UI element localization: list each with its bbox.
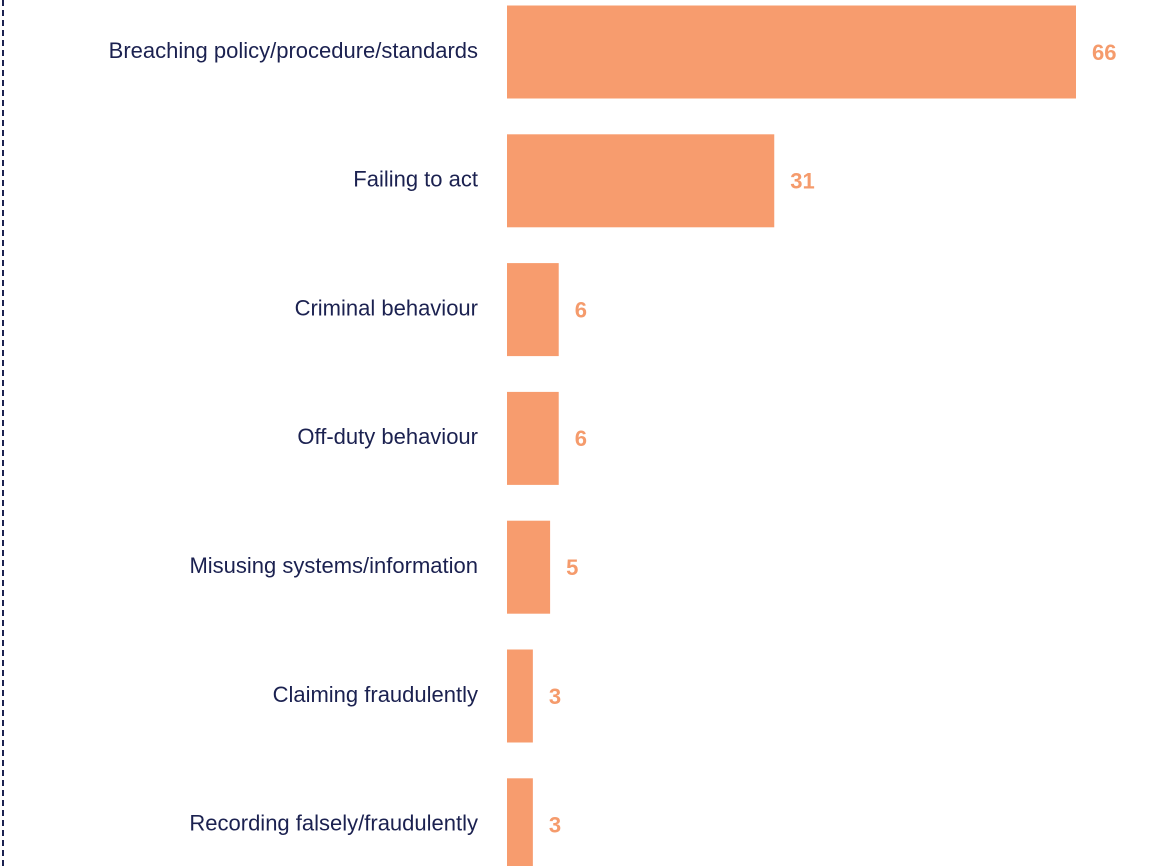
value-label: 3 [549, 684, 561, 709]
bar [507, 5, 1076, 99]
bar [507, 778, 533, 866]
value-label: 6 [575, 426, 587, 451]
category-label: Misusing systems/information [189, 553, 478, 578]
bar [507, 649, 533, 743]
category-label: Claiming fraudulently [273, 682, 478, 707]
value-label: 6 [575, 297, 587, 322]
bar [507, 391, 559, 485]
category-label: Breaching policy/procedure/standards [109, 38, 478, 63]
value-label: 5 [566, 555, 578, 580]
bar [507, 134, 775, 228]
category-label: Off-duty behaviour [297, 424, 478, 449]
category-label: Recording falsely/fraudulently [189, 811, 478, 836]
value-label: 3 [549, 813, 561, 838]
value-label: 31 [790, 169, 814, 194]
bar [507, 520, 551, 614]
bar [507, 263, 559, 357]
value-label: 66 [1092, 40, 1116, 65]
category-label: Failing to act [353, 167, 478, 192]
category-label: Criminal behaviour [295, 295, 478, 320]
